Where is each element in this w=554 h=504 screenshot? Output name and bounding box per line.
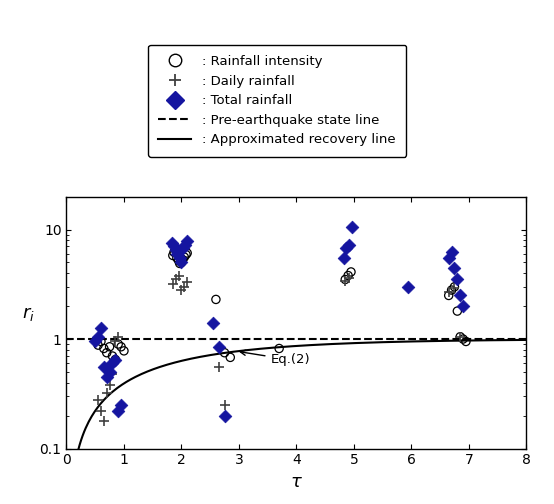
Point: [453, 307, 461, 315]
Point: [339, 254, 348, 262]
Point: [450, 284, 459, 292]
Point: [111, 355, 120, 363]
Legend: : Rainfall intensity, : Daily rainfall, : Total rainfall, : Pre-earthquake state: : Rainfall intensity, : Daily rainfall, …: [148, 44, 406, 157]
Point: [183, 237, 192, 245]
Point: [94, 333, 102, 341]
Point: [170, 248, 178, 257]
Point: [345, 274, 353, 282]
Point: [444, 288, 453, 296]
Point: [94, 341, 102, 349]
Point: [214, 343, 223, 351]
Point: [341, 277, 350, 285]
Point: [174, 257, 183, 265]
Point: [167, 239, 176, 247]
Point: [181, 241, 190, 249]
Point: [226, 353, 235, 361]
Point: [172, 254, 181, 262]
Point: [111, 355, 120, 363]
Point: [170, 242, 178, 250]
Point: [342, 244, 351, 252]
Point: [111, 338, 120, 346]
Point: [99, 417, 108, 425]
Point: [456, 333, 465, 341]
Point: [108, 370, 117, 378]
Point: [102, 389, 111, 397]
Point: [177, 286, 186, 294]
Point: [173, 250, 182, 258]
Point: [105, 381, 114, 389]
Point: [117, 343, 126, 351]
Point: [459, 335, 468, 343]
Point: [108, 359, 117, 367]
Point: [220, 412, 229, 420]
Point: [99, 344, 108, 352]
Text: Eq.(2): Eq.(2): [240, 350, 310, 366]
Point: [456, 291, 465, 299]
Point: [114, 333, 122, 341]
Point: [182, 250, 191, 259]
Point: [178, 256, 187, 264]
Point: [343, 272, 352, 280]
Point: [461, 338, 470, 346]
Point: [444, 291, 453, 299]
Point: [96, 325, 105, 333]
Point: [180, 253, 189, 261]
Point: [183, 278, 192, 286]
Point: [212, 295, 220, 303]
Point: [183, 249, 192, 257]
Point: [94, 396, 102, 404]
Point: [171, 246, 180, 254]
Point: [450, 283, 459, 291]
Point: [275, 344, 284, 352]
Point: [105, 368, 114, 376]
Point: [171, 246, 180, 254]
Y-axis label: $r_i$: $r_i$: [22, 304, 35, 323]
Point: [220, 401, 229, 409]
Point: [447, 248, 456, 257]
Point: [96, 338, 105, 346]
Point: [347, 268, 356, 276]
Point: [180, 283, 189, 291]
Point: [120, 347, 129, 355]
Point: [348, 223, 357, 231]
Point: [453, 275, 461, 283]
Point: [102, 349, 111, 357]
Point: [102, 373, 111, 381]
Point: [168, 251, 177, 260]
Point: [117, 401, 126, 409]
Point: [404, 283, 413, 291]
Point: [220, 349, 229, 357]
Point: [450, 264, 459, 272]
Point: [444, 254, 453, 262]
Point: [209, 319, 218, 327]
Point: [114, 407, 122, 415]
Point: [447, 286, 456, 294]
Point: [91, 338, 100, 346]
Point: [177, 259, 186, 267]
Point: [105, 343, 114, 351]
Point: [175, 254, 184, 262]
Point: [175, 260, 184, 268]
Point: [96, 407, 105, 415]
Point: [114, 340, 122, 348]
Point: [345, 241, 353, 249]
Point: [179, 244, 188, 252]
Point: [214, 363, 223, 371]
Point: [99, 363, 108, 371]
X-axis label: τ: τ: [291, 473, 302, 491]
Point: [171, 275, 180, 283]
Point: [456, 333, 465, 341]
Point: [108, 352, 117, 360]
Point: [341, 275, 350, 283]
Point: [168, 280, 177, 288]
Point: [459, 302, 468, 310]
Point: [174, 272, 183, 280]
Point: [177, 259, 186, 267]
